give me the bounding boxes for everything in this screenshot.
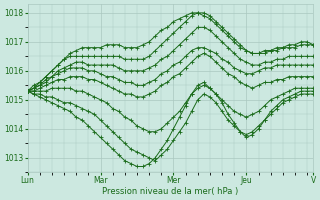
X-axis label: Pression niveau de la mer( hPa ): Pression niveau de la mer( hPa ) — [102, 187, 238, 196]
